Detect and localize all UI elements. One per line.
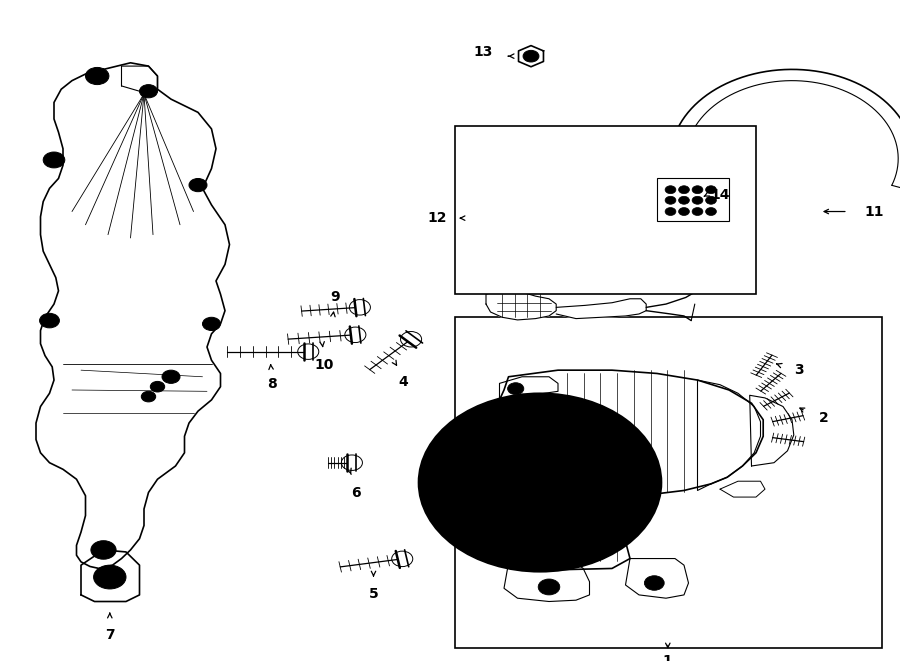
Circle shape: [508, 383, 524, 395]
Circle shape: [644, 576, 664, 590]
Circle shape: [679, 186, 689, 194]
Circle shape: [665, 196, 676, 204]
Polygon shape: [556, 299, 646, 319]
Text: 10: 10: [314, 358, 334, 372]
Circle shape: [140, 85, 158, 98]
Circle shape: [692, 208, 703, 215]
Polygon shape: [486, 291, 556, 320]
Circle shape: [162, 370, 180, 383]
Circle shape: [665, 186, 676, 194]
Circle shape: [692, 196, 703, 204]
Polygon shape: [626, 559, 688, 598]
Circle shape: [202, 317, 220, 330]
Text: 4: 4: [399, 375, 408, 389]
Circle shape: [91, 541, 116, 559]
Circle shape: [506, 181, 520, 192]
Polygon shape: [36, 63, 230, 568]
Circle shape: [679, 196, 689, 204]
Polygon shape: [464, 175, 536, 225]
Polygon shape: [720, 481, 765, 497]
Circle shape: [86, 67, 109, 85]
Circle shape: [679, 208, 689, 215]
Circle shape: [538, 579, 560, 595]
Bar: [657, 178, 729, 221]
Circle shape: [706, 196, 716, 204]
Polygon shape: [81, 550, 140, 602]
Text: 9: 9: [330, 290, 339, 304]
Polygon shape: [698, 380, 760, 490]
Circle shape: [692, 186, 703, 194]
Bar: [454, 126, 756, 294]
Circle shape: [40, 313, 59, 328]
Polygon shape: [504, 563, 590, 602]
Circle shape: [706, 186, 716, 194]
Circle shape: [523, 50, 539, 62]
Circle shape: [150, 381, 165, 392]
Circle shape: [43, 152, 65, 168]
Text: 1: 1: [663, 654, 672, 661]
Text: 11: 11: [864, 204, 884, 219]
Text: 8: 8: [267, 377, 276, 391]
Circle shape: [189, 178, 207, 192]
Polygon shape: [750, 395, 794, 466]
Circle shape: [665, 208, 676, 215]
Circle shape: [418, 393, 662, 572]
Text: 2: 2: [819, 410, 829, 425]
Bar: [454, 317, 882, 648]
Circle shape: [141, 391, 156, 402]
Circle shape: [94, 565, 126, 589]
Polygon shape: [500, 377, 558, 400]
Text: 13: 13: [473, 44, 493, 59]
Polygon shape: [500, 370, 763, 570]
Text: 14: 14: [710, 188, 730, 202]
Text: 3: 3: [794, 363, 804, 377]
Text: 7: 7: [105, 628, 114, 642]
Circle shape: [706, 208, 716, 215]
Circle shape: [469, 179, 485, 191]
Text: 5: 5: [369, 587, 378, 601]
Polygon shape: [122, 66, 158, 94]
Text: 12: 12: [428, 211, 447, 225]
Text: 6: 6: [351, 486, 360, 500]
